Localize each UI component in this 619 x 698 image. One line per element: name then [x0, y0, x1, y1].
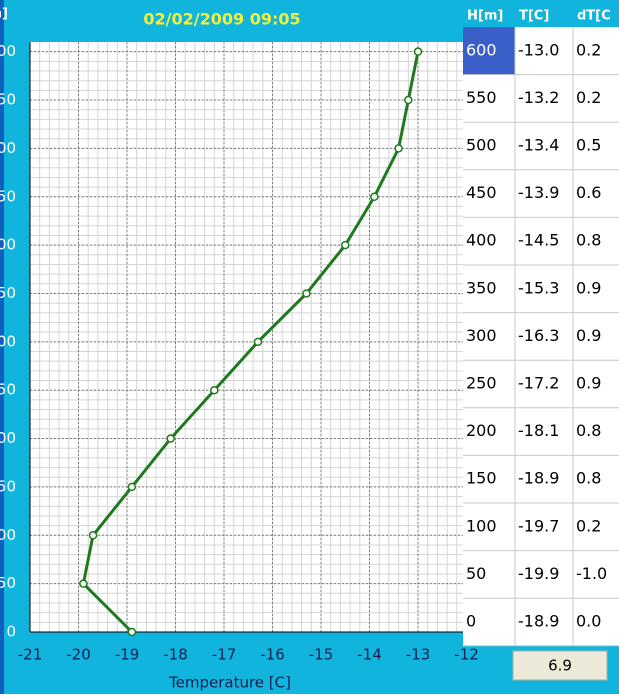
y-tick-label: 600 — [0, 42, 16, 60]
table-cell[interactable]: 100 — [466, 516, 497, 535]
table-cell[interactable]: 0.8 — [576, 421, 601, 440]
x-tick-label: -15 — [309, 646, 334, 664]
data-point — [302, 289, 311, 298]
table-cell[interactable]: -18.9 — [518, 612, 559, 631]
data-point — [166, 434, 175, 443]
left-edge — [0, 0, 4, 694]
y-tick-label: 500 — [0, 139, 16, 157]
column-header: T[C] — [519, 9, 549, 24]
table-cell[interactable]: 0.9 — [576, 326, 601, 345]
table-cell[interactable]: -14.5 — [518, 231, 559, 250]
y-tick-label: 150 — [0, 477, 16, 495]
y-tick-label: 0 — [6, 623, 16, 641]
x-axis-label: Temperature [C] — [168, 674, 291, 692]
table-cell[interactable]: -13.4 — [518, 136, 559, 155]
chart-title: 02/02/2009 09:05 — [143, 10, 300, 29]
table-cell[interactable]: -18.1 — [518, 421, 559, 440]
x-tick-label: -17 — [212, 646, 237, 664]
data-point — [127, 627, 137, 637]
column-header: dT[C — [577, 9, 611, 24]
table-cell[interactable]: 0.9 — [576, 278, 601, 297]
data-point — [253, 337, 263, 347]
table-cell[interactable]: 0.2 — [576, 40, 601, 59]
table-cell[interactable]: -1.0 — [576, 564, 607, 583]
data-point — [127, 482, 137, 492]
plot: -21 -20 -19 -18 -17 -16 -15 -14 -13 -12 0 50 100 150 2… — [0, 42, 479, 664]
footer-value: 6.9 — [548, 657, 572, 675]
table-cell[interactable]: -16.3 — [518, 326, 559, 345]
y-tick-label: 250 — [0, 381, 16, 399]
data-point — [370, 192, 379, 202]
table-cell[interactable]: -13.9 — [518, 183, 559, 202]
x-tick-label: -13 — [406, 646, 431, 664]
y-tick-label: 50 — [0, 574, 16, 592]
y-tick-label: 550 — [0, 91, 16, 109]
table-cell[interactable]: 0.0 — [576, 612, 601, 631]
table-cell[interactable]: 0 — [466, 612, 476, 631]
table-cell[interactable]: -17.2 — [518, 374, 559, 393]
footer-box — [512, 650, 608, 681]
grid — [29, 42, 467, 633]
table-cell[interactable]: 500 — [466, 136, 497, 155]
data-point — [88, 531, 98, 540]
table-cell[interactable]: -19.9 — [518, 564, 559, 583]
table-cell[interactable]: 0.8 — [576, 231, 601, 250]
data-point — [79, 579, 88, 588]
x-tick-label: -21 — [18, 646, 43, 664]
x-tick-label: -14 — [357, 646, 382, 664]
x-tick-label: -19 — [115, 646, 140, 664]
table-cell[interactable]: 0.8 — [576, 469, 601, 488]
plot-area — [30, 42, 463, 632]
data-point — [341, 240, 350, 250]
y-axis-label: H[m] — [0, 7, 8, 22]
x-tick-label: -12 — [454, 646, 479, 664]
y-tick-label: 400 — [0, 236, 16, 254]
selected-cell — [463, 27, 515, 75]
x-tick-label: -16 — [260, 646, 285, 664]
column-header: H[m] — [467, 9, 503, 24]
y-tick-label: 100 — [0, 526, 16, 544]
table-cell[interactable]: 300 — [466, 326, 497, 345]
table-cell[interactable]: -18.9 — [518, 469, 559, 488]
table-cell[interactable]: -15.3 — [518, 278, 559, 297]
y-tick-label: 200 — [0, 429, 16, 447]
table-cell[interactable]: 400 — [466, 231, 497, 250]
x-tick-label: -20 — [66, 646, 91, 664]
y-tick-label: 300 — [0, 332, 16, 350]
table-cell[interactable]: 0.2 — [576, 516, 601, 535]
y-tick-label: 450 — [0, 187, 16, 205]
data-point — [394, 144, 403, 153]
table-cell[interactable]: 600 — [466, 40, 497, 59]
table-cell[interactable]: 550 — [466, 88, 497, 107]
table-cell[interactable]: -19.7 — [518, 516, 559, 535]
table-cell[interactable]: -13.2 — [518, 88, 559, 107]
table-body — [463, 27, 619, 646]
table-cell[interactable]: -13.0 — [518, 40, 559, 59]
table-cell[interactable]: 0.2 — [576, 88, 601, 107]
table-cell[interactable]: 450 — [466, 183, 497, 202]
data-point — [404, 95, 413, 105]
table-cell[interactable]: 150 — [466, 469, 497, 488]
table-cell[interactable]: 250 — [466, 374, 497, 393]
table-cell[interactable]: 0.9 — [576, 374, 601, 393]
data-point — [210, 385, 219, 395]
data-point — [413, 47, 423, 56]
table-cell[interactable]: 200 — [466, 421, 497, 440]
table-cell[interactable]: 0.6 — [576, 183, 601, 202]
table-cell[interactable]: 350 — [466, 278, 497, 297]
table-cell[interactable]: 0.5 — [576, 136, 601, 155]
y-tick-label: 350 — [0, 284, 16, 302]
x-tick-label: -18 — [163, 646, 188, 664]
table-cell[interactable]: 50 — [466, 564, 486, 583]
